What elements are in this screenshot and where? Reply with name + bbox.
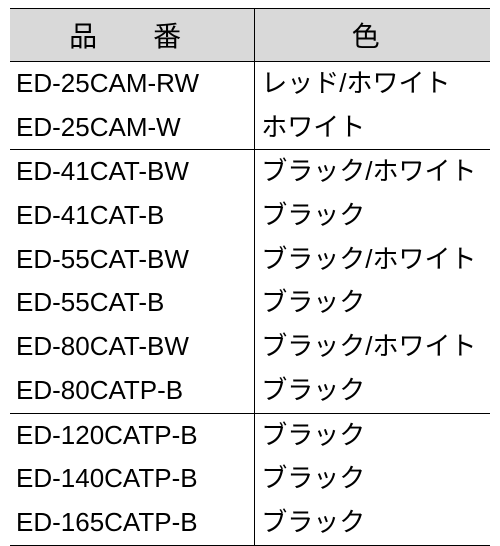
- cell-code: ED-25CAM-W: [10, 106, 255, 150]
- table-row: ED-120CATP-B ブラック: [10, 413, 490, 457]
- cell-color: ブラック: [255, 413, 490, 457]
- cell-color: ブラック/ホワイト: [255, 238, 490, 282]
- table-row: ED-55CAT-B ブラック: [10, 281, 490, 325]
- cell-color: ホワイト: [255, 106, 490, 150]
- table-row: ED-25CAM-W ホワイト: [10, 106, 490, 150]
- cell-color: レッド/ホワイト: [255, 62, 490, 106]
- cell-code: ED-120CATP-B: [10, 413, 255, 457]
- cell-code: ED-165CATP-B: [10, 501, 255, 545]
- cell-code: ED-25CAM-RW: [10, 62, 255, 106]
- cell-color: ブラック: [255, 501, 490, 545]
- table-row: ED-80CATP-B ブラック: [10, 369, 490, 413]
- cell-code: ED-140CATP-B: [10, 457, 255, 501]
- cell-code: ED-80CAT-BW: [10, 325, 255, 369]
- cell-color: ブラック: [255, 369, 490, 413]
- col-header-color: 色: [255, 9, 490, 62]
- table-row: ED-55CAT-BW ブラック/ホワイト: [10, 238, 490, 282]
- cell-code: ED-41CAT-B: [10, 194, 255, 238]
- cell-color: ブラック: [255, 281, 490, 325]
- table-row: ED-25CAM-RW レッド/ホワイト: [10, 62, 490, 106]
- table-row: ED-165CATP-B ブラック: [10, 501, 490, 545]
- cell-code: ED-41CAT-BW: [10, 150, 255, 194]
- cell-color: ブラック: [255, 194, 490, 238]
- cell-color: ブラック/ホワイト: [255, 325, 490, 369]
- product-color-table: 品 番 色 ED-25CAM-RW レッド/ホワイト ED-25CAM-W ホワ…: [10, 8, 490, 546]
- table-row: ED-41CAT-BW ブラック/ホワイト: [10, 150, 490, 194]
- table-row: ED-140CATP-B ブラック: [10, 457, 490, 501]
- table-row: ED-80CAT-BW ブラック/ホワイト: [10, 325, 490, 369]
- table-body: ED-25CAM-RW レッド/ホワイト ED-25CAM-W ホワイト ED-…: [10, 62, 490, 546]
- table-row: ED-41CAT-B ブラック: [10, 194, 490, 238]
- cell-color: ブラック: [255, 457, 490, 501]
- cell-code: ED-55CAT-B: [10, 281, 255, 325]
- col-header-code: 品 番: [10, 9, 255, 62]
- cell-code: ED-80CATP-B: [10, 369, 255, 413]
- table-header-row: 品 番 色: [10, 9, 490, 62]
- cell-color: ブラック/ホワイト: [255, 150, 490, 194]
- cell-code: ED-55CAT-BW: [10, 238, 255, 282]
